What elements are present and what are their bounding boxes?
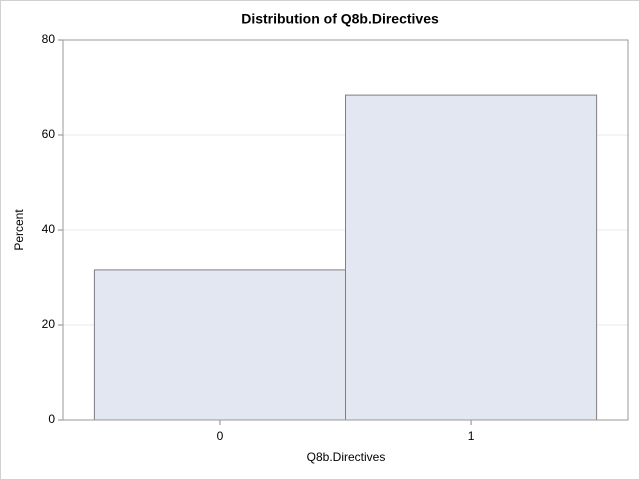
x-tick-label: 1 — [468, 429, 475, 443]
y-tick-label: 0 — [48, 412, 55, 426]
y-axis-label: Percent — [12, 209, 26, 251]
x-tick-label: 0 — [217, 429, 224, 443]
bar — [93, 269, 346, 421]
y-tick-label: 20 — [42, 317, 56, 331]
y-tick-label: 60 — [42, 127, 56, 141]
x-axis-label: Q8b.Directives — [307, 450, 386, 464]
y-tick-label: 80 — [42, 32, 56, 46]
plot-border — [62, 39, 629, 421]
chart-title: Distribution of Q8b.Directives — [241, 11, 439, 27]
y-tick-label: 40 — [42, 222, 56, 236]
bar — [345, 94, 598, 421]
